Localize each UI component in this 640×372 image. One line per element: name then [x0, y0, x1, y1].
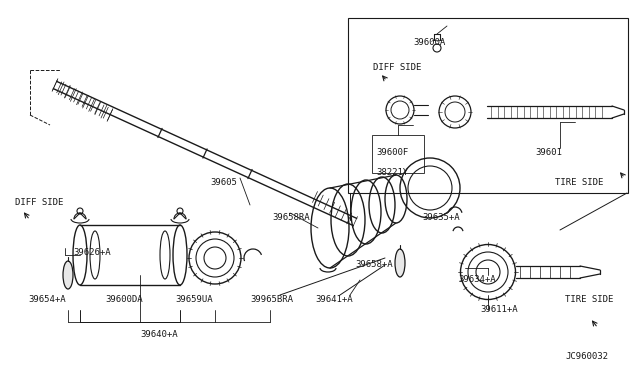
Text: TIRE SIDE: TIRE SIDE	[555, 178, 604, 187]
Text: 39658+A: 39658+A	[355, 260, 392, 269]
Text: 39611+A: 39611+A	[480, 305, 518, 314]
Text: JC960032: JC960032	[565, 352, 608, 361]
Text: 39626+A: 39626+A	[73, 248, 111, 257]
Text: DIFF SIDE: DIFF SIDE	[15, 198, 63, 207]
Text: 39654+A: 39654+A	[28, 295, 66, 304]
Text: 38221Y: 38221Y	[376, 168, 408, 177]
Text: 39605: 39605	[210, 178, 237, 187]
Text: 39641+A: 39641+A	[315, 295, 353, 304]
Text: 39640+A: 39640+A	[140, 330, 178, 339]
Text: 39965BRA: 39965BRA	[250, 295, 293, 304]
Text: 39600A: 39600A	[413, 38, 445, 47]
Text: 39635+A: 39635+A	[422, 213, 460, 222]
Text: 39634+A: 39634+A	[458, 275, 495, 284]
Text: 39600F: 39600F	[376, 148, 408, 157]
Bar	[372, 135, 424, 173]
Text: 39600DA: 39600DA	[105, 295, 143, 304]
Bar	[348, 18, 628, 193]
Text: TIRE SIDE: TIRE SIDE	[565, 295, 613, 304]
Ellipse shape	[395, 249, 405, 277]
Text: 39659UA: 39659UA	[175, 295, 212, 304]
Ellipse shape	[63, 261, 73, 289]
Text: DIFF SIDE: DIFF SIDE	[373, 63, 421, 72]
Text: 39658RA: 39658RA	[272, 213, 310, 222]
Text: 39601: 39601	[535, 148, 562, 157]
